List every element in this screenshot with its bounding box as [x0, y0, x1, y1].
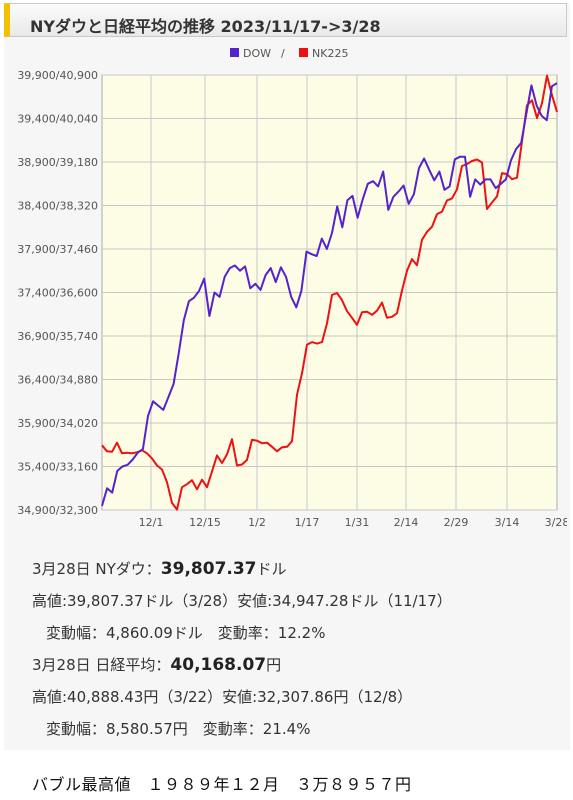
y-tick-label: 39,400/40,040: [17, 113, 98, 126]
legend-swatch-nk: [299, 48, 308, 57]
y-tick-label: 37,400/36,600: [17, 287, 98, 300]
bubble-high-note: バブル最高値 １９８９年１２月 ３万８９５７円: [32, 775, 412, 794]
y-tick-label: 35,900/34,020: [17, 417, 98, 430]
chart-title: NYダウと日経平均の推移 2023/11/17->3/28: [30, 17, 381, 36]
y-tick-label: 36,400/34,880: [17, 374, 98, 387]
y-tick-label: 38,900/39,180: [17, 156, 98, 169]
x-tick-label: 12/15: [189, 516, 221, 529]
x-tick-label: 2/29: [444, 516, 469, 529]
legend-label-nk: NK225: [312, 47, 348, 60]
x-tick-label: 1/31: [345, 516, 370, 529]
x-tick-label: 1/2: [248, 516, 266, 529]
legend-separator: /: [281, 47, 285, 60]
title-bar: NYダウと日経平均の推移 2023/11/17->3/28: [4, 3, 567, 37]
x-tick-label: 3/28: [545, 516, 567, 529]
nk225-series-line: [101, 74, 558, 511]
x-tick-label: 2/14: [394, 516, 419, 529]
dow-series-line: [101, 82, 558, 507]
x-tick-label: 3/14: [495, 516, 520, 529]
x-tick-label: 1/17: [295, 516, 320, 529]
x-tick-label: 12/1: [139, 516, 164, 529]
legend-swatch-dow: [230, 48, 239, 57]
y-tick-label: 34,900/32,300: [17, 504, 98, 517]
legend-label-dow: DOW: [243, 47, 271, 60]
y-tick-label: 39,900/40,900: [17, 69, 98, 82]
y-tick-label: 36,900/35,740: [17, 330, 98, 343]
y-tick-label: 35,400/33,160: [17, 461, 98, 474]
y-tick-label: 38,400/38,320: [17, 200, 98, 213]
line-chart: 39,900/40,900 39,400/40,040 38,900/39,180 3…: [17, 47, 567, 529]
y-tick-label: 37,900/37,460: [17, 243, 98, 256]
